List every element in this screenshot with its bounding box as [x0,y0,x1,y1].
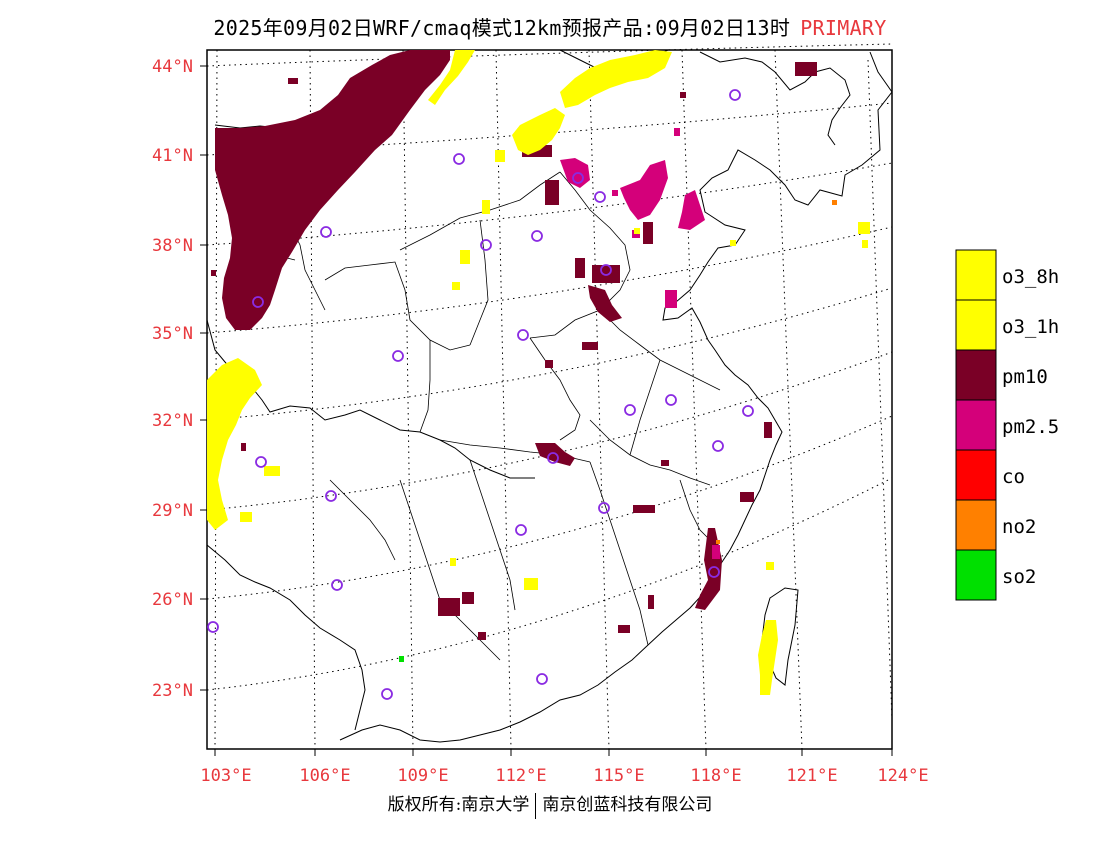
station-marker [547,452,559,464]
station-marker [712,440,724,452]
title-primary-tag: PRIMARY [800,16,887,40]
station-marker [453,153,465,165]
station-marker [515,524,527,536]
legend-label: co [1002,466,1025,488]
legend-swatch-so2 [955,549,997,601]
o3-areas [207,50,870,695]
lon-label: 124°E [877,766,928,786]
lat-label: 26°N [152,590,193,610]
station-marker [600,264,612,276]
legend-swatch-no2 [955,499,997,551]
lon-label: 103°E [200,766,251,786]
title-text: 2025年09月02日WRF/cmaq模式12km预报产品:09月02日13时 [213,16,791,40]
station-marker [572,172,584,184]
copyright-footer: 版权所有:南京大学 南京创蓝科技有限公司 [0,790,1100,819]
legend-swatch-pm10 [955,349,997,401]
station-marker [255,456,267,468]
station-marker [252,296,264,308]
legend-label: so2 [1002,566,1036,588]
lon-label: 121°E [786,766,837,786]
copyright-owner: 版权所有:南京大学 [387,795,530,815]
station-marker [531,230,543,242]
station-marker [624,404,636,416]
legend-swatch-pm25 [955,399,997,451]
lon-label: 112°E [495,766,546,786]
station-marker [325,490,337,502]
station-marker [594,191,606,203]
station-marker [392,350,404,362]
lon-label: 106°E [299,766,350,786]
footer-divider [535,792,537,819]
station-marker [665,394,677,406]
legend-swatch-co [955,449,997,501]
station-marker [598,502,610,514]
legend-label: no2 [1002,516,1036,538]
lat-label: 23°N [152,681,193,701]
station-markers [207,89,754,700]
no2-speck [832,200,837,205]
legend: o3_8h o3_1h pm10 pm2.5 co no2 so2 [955,249,1059,601]
legend-label: o3_1h [1002,316,1059,338]
legend-swatch-o3-8h [955,249,997,301]
legend-swatch-o3-1h [955,299,997,351]
lon-label: 109°E [397,766,448,786]
station-marker [381,688,393,700]
lat-label: 38°N [152,236,193,256]
copyright-company: 南京创蓝科技有限公司 [542,795,713,815]
no2-speck [716,540,720,544]
station-marker [536,673,548,685]
station-marker [729,89,741,101]
pm10-areas [211,50,817,640]
station-marker [480,239,492,251]
lat-label: 29°N [152,501,193,521]
station-marker [207,621,219,633]
lat-label: 44°N [152,57,193,77]
axis-ticks [200,65,893,756]
lat-label: 41°N [152,146,193,166]
so2-speck [399,656,404,662]
legend-label: pm2.5 [1002,416,1059,438]
station-marker [742,405,754,417]
station-marker [708,566,720,578]
station-marker [320,226,332,238]
lon-label: 118°E [690,766,741,786]
lat-label: 35°N [152,324,193,344]
legend-label: pm10 [1002,366,1048,388]
lat-label: 32°N [152,411,193,431]
lon-label: 115°E [593,766,644,786]
station-marker [517,329,529,341]
legend-label: o3_8h [1002,266,1059,288]
map-title: 2025年09月02日WRF/cmaq模式12km预报产品:09月02日13时 P… [0,12,1100,41]
station-marker [331,579,343,591]
